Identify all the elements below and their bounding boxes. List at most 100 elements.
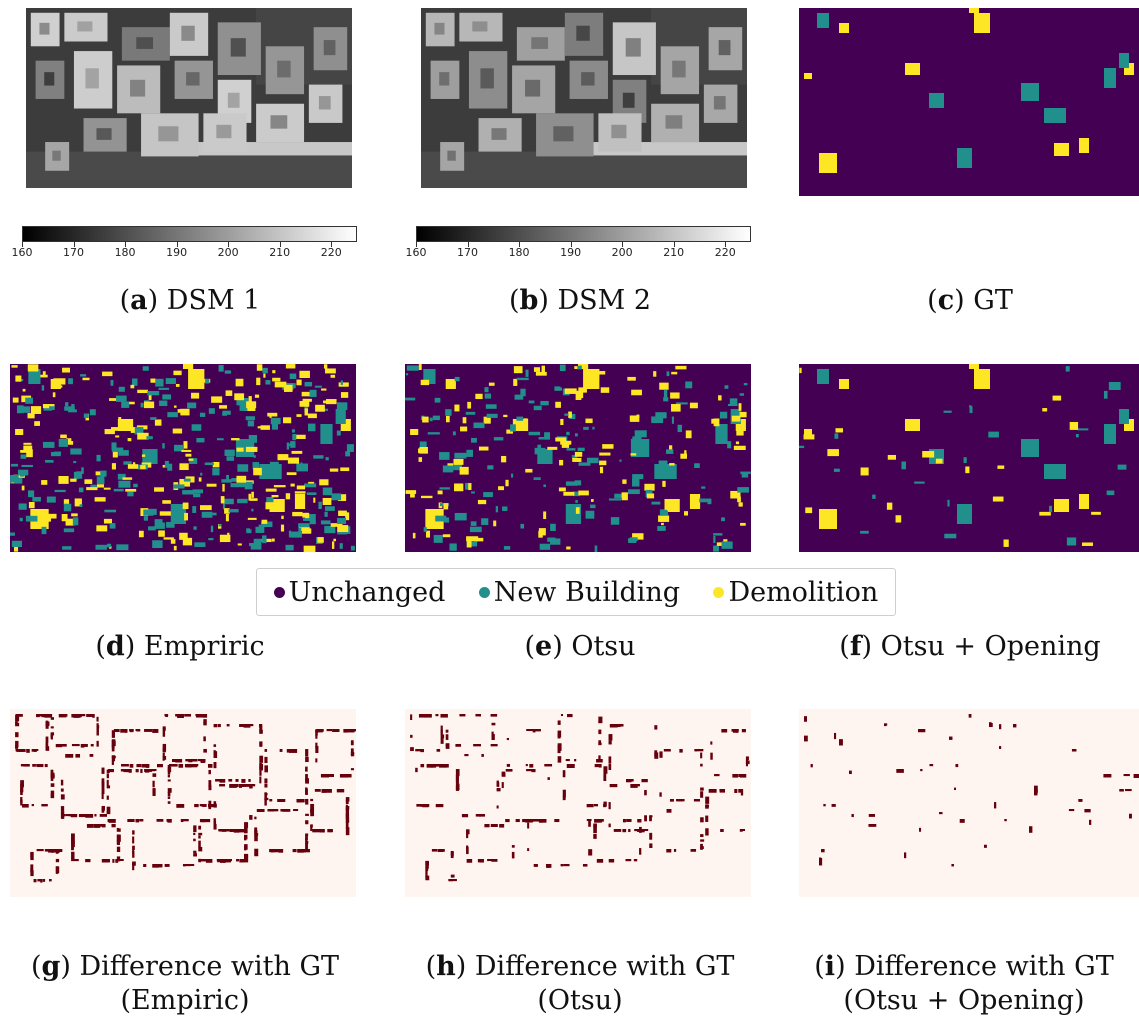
- new-building-region: [1021, 439, 1039, 457]
- new-building-region: [1044, 108, 1066, 123]
- demolition-region: [905, 63, 920, 75]
- dsm2-svg: [421, 8, 747, 188]
- diff-empiric-svg: [10, 709, 356, 897]
- new-building-region: [335, 409, 346, 424]
- colorbar-tick-label: 170: [63, 246, 85, 259]
- otsu-opening-svg: [799, 364, 1139, 552]
- demolition-region: [1054, 143, 1069, 156]
- new-building-region: [957, 148, 972, 168]
- legend-new-building: New Building: [478, 577, 680, 608]
- demolition-region: [410, 429, 419, 435]
- caption-i: (i) Difference with GT (Otsu + Opening): [814, 951, 1114, 1016]
- caption-g: (g) Difference with GT (Empiric): [30, 951, 340, 1016]
- new-building-region: [170, 504, 187, 524]
- colorbar-gradient: [416, 226, 751, 242]
- colorbar-tick: [331, 242, 333, 247]
- diff-background: [799, 709, 1139, 897]
- caption-a: (a) DSM 1: [119, 285, 261, 316]
- colorbar-tick: [22, 242, 23, 247]
- demolition-region: [445, 379, 456, 389]
- colorbar-tick: [125, 242, 127, 247]
- colorbar-tick-label: 160: [405, 246, 427, 259]
- legend-unchanged: Unchanged: [273, 577, 445, 608]
- colorbar-tick: [622, 242, 624, 247]
- unchanged-dot-icon: [273, 586, 285, 598]
- new-building-region: [630, 439, 650, 457]
- demolition-region: [969, 8, 979, 13]
- demolition-region: [117, 419, 134, 431]
- colorbar-tick: [416, 242, 417, 247]
- demolition-region: [425, 509, 444, 529]
- demolition-region: [1054, 499, 1069, 512]
- demolition-region: [30, 509, 49, 529]
- caption-f: (f) Otsu + Opening: [839, 631, 1101, 662]
- demolition-dot-icon: [713, 586, 725, 598]
- new-building-region: [929, 93, 944, 108]
- colorbar-tick: [519, 242, 521, 247]
- colorbar-tick: [279, 242, 281, 247]
- colorbar-tick-label: 170: [457, 246, 479, 259]
- empiric-map: [10, 364, 356, 552]
- diff-otsu-map: [405, 709, 751, 897]
- new-building-region: [1044, 464, 1066, 479]
- diff-otsu-opening-svg: [799, 709, 1139, 897]
- new-building-dot-icon: [478, 586, 490, 598]
- dsm2-image: [421, 8, 747, 188]
- colorbar-tick: [725, 242, 727, 247]
- colorbar-tick-label: 210: [269, 246, 291, 259]
- dsm1-svg: [26, 8, 352, 188]
- colorbar-tick-label: 190: [166, 246, 188, 259]
- diff-empiric-map: [10, 709, 356, 897]
- caption-b: (b) DSM 2: [508, 285, 652, 316]
- demolition-region: [819, 509, 837, 529]
- caption-e: (e) Otsu: [524, 631, 636, 662]
- colorbar-tick-label: 210: [663, 246, 685, 259]
- colorbar-tick-label: 190: [560, 246, 582, 259]
- colorbar-tick: [228, 242, 230, 247]
- new-building-region: [1104, 424, 1116, 444]
- demolition-region: [1079, 138, 1089, 153]
- colorbar-tick-label: 180: [508, 246, 530, 259]
- otsu-map: [405, 364, 751, 552]
- colorbar-tick-label: 180: [114, 246, 136, 259]
- empiric-svg: [10, 364, 356, 552]
- demolition-region: [969, 364, 979, 369]
- legend-demolition: Demolition: [713, 577, 878, 608]
- demolition-region: [1124, 63, 1134, 75]
- demolition-region: [804, 429, 812, 435]
- colorbar-gradient: [22, 226, 357, 242]
- demolition-region: [188, 369, 205, 389]
- new-building-region: [817, 369, 829, 384]
- new-building-region: [235, 439, 255, 457]
- dsm1-image: [26, 8, 352, 188]
- new-building-region: [817, 13, 829, 28]
- colorbar-tick: [176, 242, 178, 247]
- gt-image: [799, 8, 1139, 196]
- colorbar-tick-label: 200: [217, 246, 239, 259]
- caption-c: (c) GT: [927, 285, 1013, 316]
- new-building-region: [957, 504, 972, 524]
- caption-d: (d) Empriric: [95, 631, 265, 662]
- demolition-region: [578, 364, 589, 369]
- new-building-region: [1119, 53, 1129, 68]
- demolition-region: [839, 23, 849, 33]
- demolition-region: [689, 494, 701, 509]
- demolition-region: [974, 13, 990, 33]
- demolition-region: [294, 494, 306, 509]
- new-building-region: [320, 424, 333, 444]
- new-building-region: [259, 464, 282, 479]
- new-building-region: [1021, 83, 1039, 101]
- diff-otsu-svg: [405, 709, 751, 897]
- demolition-region: [905, 419, 920, 431]
- demolition-region: [340, 419, 351, 431]
- new-building-region: [1119, 409, 1129, 424]
- diff-background: [405, 709, 751, 897]
- new-building-region: [28, 369, 41, 384]
- diff-otsu-opening-map: [799, 709, 1139, 897]
- demolition-region: [735, 419, 746, 431]
- colorbar-tick: [673, 242, 675, 247]
- colorbar-tick-label: 160: [11, 246, 33, 259]
- demolition-region: [974, 369, 990, 389]
- gt-svg: [799, 8, 1139, 196]
- dsm2-colorbar: 160 170 180 190 200 210 220: [406, 226, 751, 262]
